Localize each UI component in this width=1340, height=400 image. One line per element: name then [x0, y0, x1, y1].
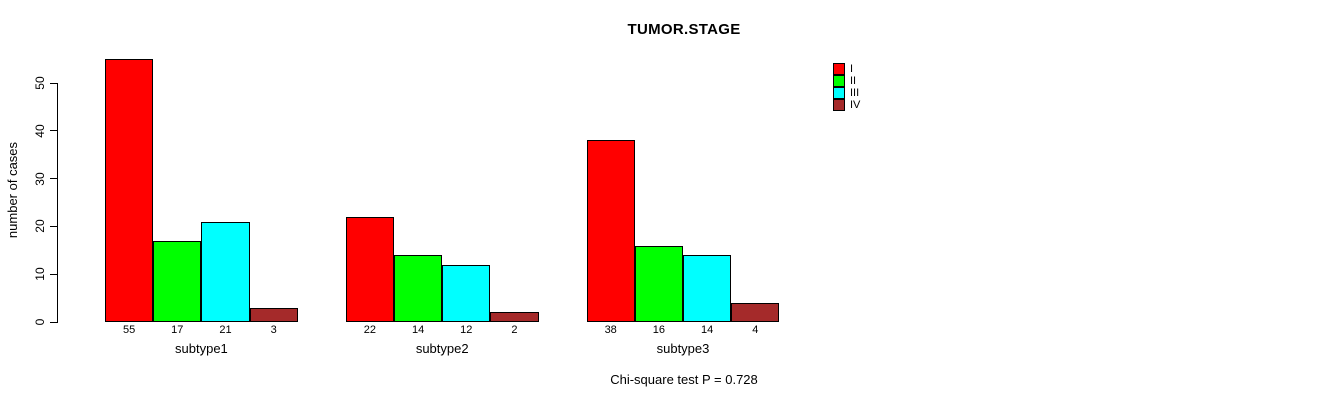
legend-item: II — [833, 75, 860, 87]
y-tick-label: 10 — [33, 267, 47, 281]
bar-value-label: 12 — [460, 324, 473, 336]
y-tick — [50, 273, 57, 275]
legend-label: IV — [850, 99, 861, 111]
y-tick-label: 0 — [33, 318, 47, 326]
chart-title: TUMOR.STAGE — [627, 21, 741, 38]
legend-item: IV — [833, 99, 860, 111]
bar-subtype2-I — [345, 216, 394, 322]
bar-subtype3-IV — [731, 302, 780, 322]
y-tick-label: 40 — [33, 124, 47, 138]
y-tick — [50, 225, 57, 227]
y-tick — [50, 321, 57, 323]
bar-value-label: 21 — [219, 324, 232, 336]
bar-subtype1-IV — [249, 307, 298, 322]
bar-subtype2-III — [442, 264, 491, 322]
y-axis-label: number of cases — [5, 141, 20, 239]
legend-swatch-IV — [833, 99, 845, 111]
bar-value-label: 55 — [122, 324, 136, 336]
y-axis-line — [57, 83, 58, 323]
chi-square-annotation: Chi-square test P = 0.728 — [610, 372, 758, 387]
bar-value-label: 22 — [363, 324, 377, 336]
bar-value-label: 2 — [511, 324, 518, 336]
bar-subtype2-IV — [490, 312, 539, 322]
bar-value-label: 3 — [270, 324, 277, 336]
bar-subtype1-III — [201, 221, 250, 322]
legend-label: I — [850, 63, 854, 75]
bar-value-label: 14 — [411, 324, 425, 336]
bar-value-label: 17 — [171, 324, 184, 336]
bar-subtype1-I — [105, 59, 154, 322]
y-tick — [50, 82, 57, 84]
y-tick-label: 30 — [33, 171, 47, 186]
y-tick — [50, 130, 57, 132]
legend-item: III — [833, 87, 860, 99]
y-tick-label: 20 — [33, 219, 47, 234]
legend-item: I — [833, 63, 860, 75]
x-category-label: subtype3 — [656, 341, 710, 356]
bar-subtype3-III — [683, 255, 732, 322]
bar-value-label: 38 — [604, 324, 617, 336]
legend-label: III — [850, 87, 860, 99]
bar-subtype1-II — [153, 240, 202, 322]
legend-swatch-I — [833, 63, 845, 75]
x-category-label: subtype2 — [415, 341, 469, 356]
legend: I II III IV — [833, 63, 860, 111]
bar-subtype3-I — [586, 140, 635, 322]
y-tick — [50, 178, 57, 180]
y-tick-label: 50 — [33, 76, 47, 90]
bar-subtype3-II — [634, 245, 683, 322]
bar-value-label: 4 — [752, 324, 759, 336]
x-category-label: subtype1 — [175, 341, 228, 356]
legend-label: II — [850, 75, 857, 87]
legend-swatch-III — [833, 87, 845, 99]
bar-subtype2-II — [394, 255, 443, 322]
bar-value-label: 14 — [700, 324, 714, 336]
legend-swatch-II — [833, 75, 845, 87]
bar-value-label: 16 — [652, 324, 666, 336]
